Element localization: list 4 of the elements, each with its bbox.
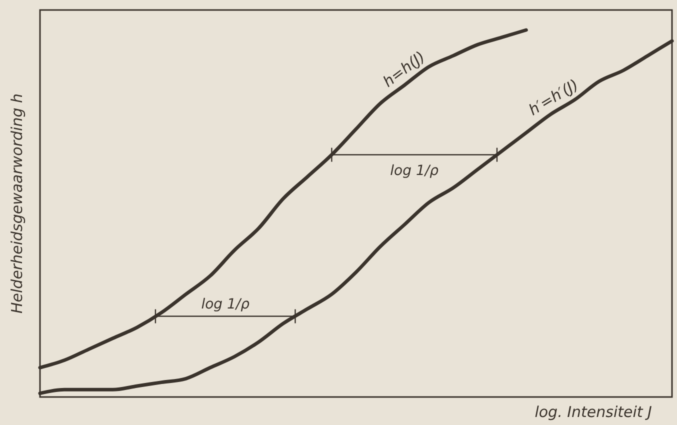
annotation: log 1/ρ [201,296,250,312]
annotation: log 1/ρ [390,162,439,179]
x-axis-title: log. Intensiteit J [534,403,652,421]
y-axis-title: Helderheidsgewaarwording h [8,93,26,314]
